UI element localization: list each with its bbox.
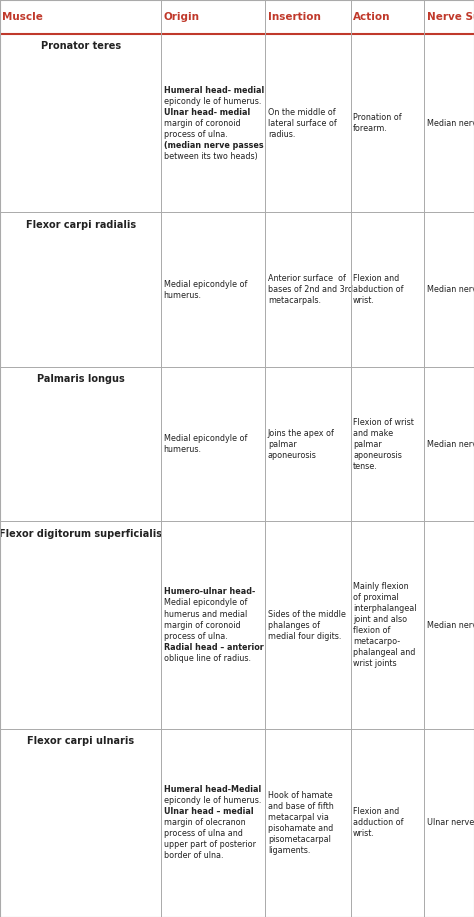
Text: lateral surface of: lateral surface of (268, 118, 337, 127)
Text: pisometacarpal: pisometacarpal (268, 834, 331, 844)
Text: Medial epicondyle of: Medial epicondyle of (164, 280, 247, 289)
Text: (median nerve passes: (median nerve passes (164, 140, 263, 149)
Text: of proximal: of proximal (353, 593, 399, 602)
Text: wrist.: wrist. (353, 296, 375, 305)
Text: Humeral head- medial: Humeral head- medial (164, 85, 264, 94)
Text: Joins the apex of: Joins the apex of (268, 428, 335, 437)
Text: oblique line of radius.: oblique line of radius. (164, 654, 251, 662)
Text: On the middle of: On the middle of (268, 107, 336, 116)
Text: Medial epicondyle of: Medial epicondyle of (164, 599, 247, 607)
Text: Mainly flexion: Mainly flexion (353, 582, 409, 591)
Text: palmar: palmar (268, 439, 297, 448)
Text: ligaments.: ligaments. (268, 845, 310, 855)
Text: Flexion and: Flexion and (353, 274, 400, 283)
Text: Palmaris longus: Palmaris longus (36, 374, 125, 384)
Text: Humero-ulnar head-: Humero-ulnar head- (164, 588, 255, 596)
Text: process of ulna.: process of ulna. (164, 129, 227, 138)
Text: forearm.: forearm. (353, 124, 388, 133)
Bar (0, 0, 474, 34)
Text: Pronator teres: Pronator teres (40, 41, 121, 51)
Text: Flexor digitorum superficialis: Flexor digitorum superficialis (0, 528, 162, 538)
Text: border of ulna.: border of ulna. (164, 851, 223, 860)
Text: Action: Action (353, 12, 391, 22)
Text: process of ulna.: process of ulna. (164, 632, 227, 640)
Text: Flexion of wrist: Flexion of wrist (353, 417, 414, 426)
Text: Medial epicondyle of: Medial epicondyle of (164, 434, 247, 443)
Text: Nerve Supply: Nerve Supply (427, 12, 474, 22)
Text: tense.: tense. (353, 461, 378, 470)
Text: metacarpals.: metacarpals. (268, 296, 321, 305)
Text: upper part of posterior: upper part of posterior (164, 840, 255, 849)
Text: Flexor carpi ulnaris: Flexor carpi ulnaris (27, 736, 134, 746)
Text: Radial head – anterior: Radial head – anterior (164, 643, 263, 651)
Text: margin of coronoid: margin of coronoid (164, 118, 240, 127)
Bar (0, 213, 474, 367)
Text: Sides of the middle: Sides of the middle (268, 610, 346, 618)
Text: wrist.: wrist. (353, 829, 375, 838)
Text: Humeral head-Medial: Humeral head-Medial (164, 785, 261, 794)
Text: metacarpo-: metacarpo- (353, 637, 400, 646)
Text: Flexion and: Flexion and (353, 807, 400, 816)
Text: joint and also: joint and also (353, 615, 407, 624)
Text: Insertion: Insertion (268, 12, 321, 22)
Text: abduction of: abduction of (353, 285, 404, 294)
Text: humerus and medial: humerus and medial (164, 610, 247, 618)
Text: epicondy le of humerus.: epicondy le of humerus. (164, 96, 261, 105)
Text: Median nerve: Median nerve (427, 118, 474, 127)
Text: pisohamate and: pisohamate and (268, 823, 333, 833)
Text: palmar: palmar (353, 439, 382, 448)
Text: and make: and make (353, 428, 393, 437)
Text: humerus.: humerus. (164, 291, 201, 300)
Text: humerus.: humerus. (164, 445, 201, 454)
Bar (0, 521, 474, 729)
Text: epicondy le of humerus.: epicondy le of humerus. (164, 796, 261, 805)
Text: adduction of: adduction of (353, 818, 404, 827)
Bar (0, 367, 474, 521)
Text: Ulnar head- medial: Ulnar head- medial (164, 107, 250, 116)
Text: interphalangeal: interphalangeal (353, 604, 417, 613)
Text: Hook of hamate: Hook of hamate (268, 790, 332, 800)
Text: aponeurosis: aponeurosis (353, 450, 402, 459)
Text: Median nerve: Median nerve (427, 285, 474, 294)
Text: and base of fifth: and base of fifth (268, 801, 334, 811)
Text: phalangeal and: phalangeal and (353, 648, 416, 657)
Text: Flexor carpi radialis: Flexor carpi radialis (26, 220, 136, 229)
Text: aponeurosis: aponeurosis (268, 450, 317, 459)
Text: Anterior surface  of: Anterior surface of (268, 274, 346, 283)
Text: radius.: radius. (268, 129, 295, 138)
Text: phalanges of: phalanges of (268, 621, 320, 629)
Text: Origin: Origin (164, 12, 200, 22)
Text: Median nerve: Median nerve (427, 439, 474, 448)
Text: wrist joints: wrist joints (353, 659, 397, 668)
Text: margin of coronoid: margin of coronoid (164, 621, 240, 629)
Text: bases of 2nd and 3rd: bases of 2nd and 3rd (268, 285, 353, 294)
Text: metacarpal via: metacarpal via (268, 812, 328, 822)
Bar (0, 34, 474, 213)
Text: process of ulna and: process of ulna and (164, 829, 242, 838)
Text: flexion of: flexion of (353, 626, 391, 635)
Text: Ulnar head – medial: Ulnar head – medial (164, 807, 253, 816)
Text: medial four digits.: medial four digits. (268, 632, 341, 640)
Text: between its two heads): between its two heads) (164, 151, 257, 160)
Bar (0, 729, 474, 917)
Text: Median nerve: Median nerve (427, 621, 474, 629)
Text: margin of olecranon: margin of olecranon (164, 818, 245, 827)
Text: Pronation of: Pronation of (353, 113, 402, 122)
Text: Ulnar nerve: Ulnar nerve (427, 818, 474, 827)
Text: Muscle: Muscle (2, 12, 43, 22)
